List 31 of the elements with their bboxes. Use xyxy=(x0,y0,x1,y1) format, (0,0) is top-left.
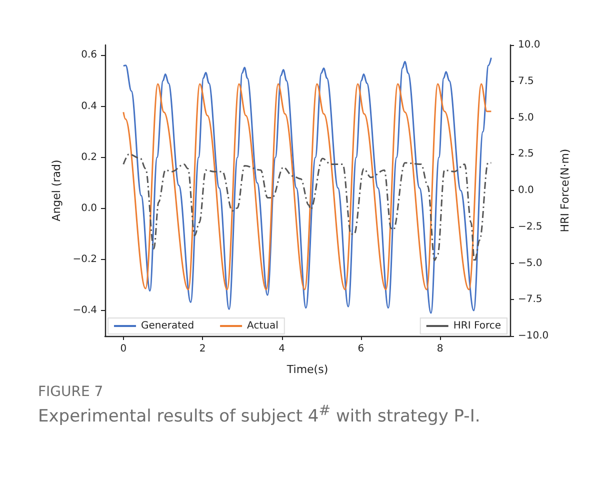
line-series xyxy=(122,153,492,263)
legend-label: Actual xyxy=(247,320,278,332)
y2-tick-label: 7.5 xyxy=(518,76,534,87)
y-tick-label: 0.4 xyxy=(81,100,97,112)
y2-axis-title: HRI Force(N·m) xyxy=(558,148,572,232)
line-series xyxy=(122,83,492,290)
y2-tick-label: −7.5 xyxy=(518,294,542,306)
legend-label: Generated xyxy=(141,320,194,332)
y2-tick-label: 2.5 xyxy=(518,148,534,160)
x-axis-title: Time(s) xyxy=(286,363,328,376)
legend-label: HRI Force xyxy=(453,320,502,332)
y2-tick-label: −5.0 xyxy=(518,258,542,269)
y2-tick-label: 5.0 xyxy=(518,112,534,124)
x-tick-label: 4 xyxy=(278,344,285,354)
y-tick-label: 0.0 xyxy=(81,202,97,214)
y2-tick-label: −2.5 xyxy=(518,221,542,232)
x-tick-label: 6 xyxy=(358,344,364,354)
y-tick-label: 0.2 xyxy=(81,152,97,163)
y-tick-label: 0.6 xyxy=(81,50,97,61)
text: Experimental results of subject 4$^{#}$ with strategy P-I. xyxy=(38,403,480,427)
y-axis-title: Angel (rad) xyxy=(50,160,63,222)
caption: FIGURE 7 xyxy=(38,384,104,400)
y2-tick-label: 0.0 xyxy=(518,185,534,196)
x-tick-label: 8 xyxy=(436,344,444,354)
y-tick-label: −0.2 xyxy=(72,254,97,265)
line-series xyxy=(122,57,492,314)
x-tick-label: 2 xyxy=(199,344,206,354)
y2-tick-label: −10.0 xyxy=(518,330,549,342)
y-tick-label: −0.4 xyxy=(72,304,97,316)
x-tick-label: 0 xyxy=(120,344,127,354)
y2-tick-label: 10.0 xyxy=(518,40,540,50)
